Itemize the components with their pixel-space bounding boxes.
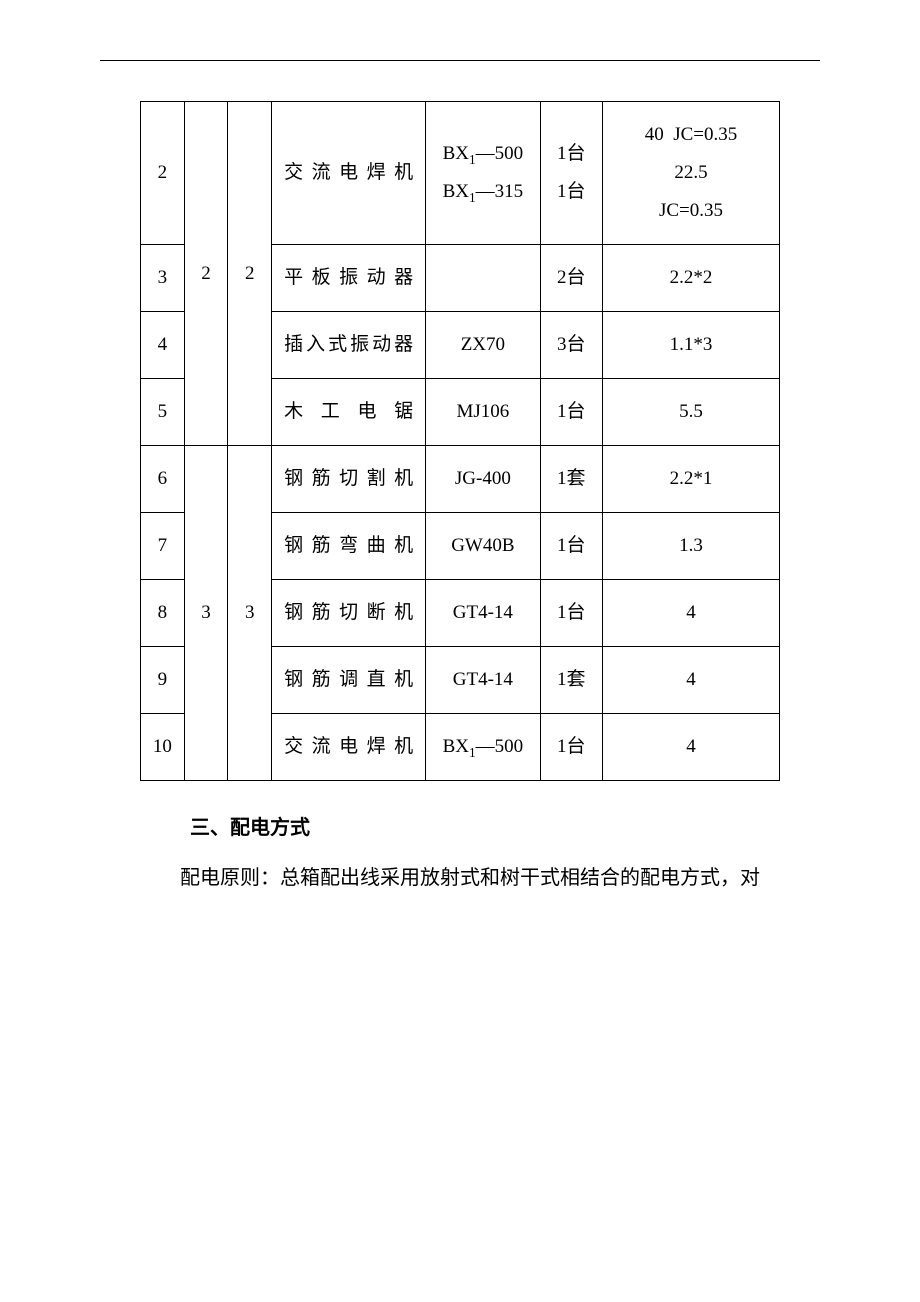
equipment-name: 交流电焊机: [272, 714, 426, 781]
equipment-name: 钢筋调直机: [272, 647, 426, 714]
group-col-2: 2: [228, 102, 272, 446]
section-heading: 三、配电方式: [190, 811, 820, 840]
group-col-2: 3: [228, 446, 272, 781]
equipment-model: GW40B: [426, 513, 540, 580]
header-rule: [100, 60, 820, 61]
equipment-qty: 1台: [540, 379, 602, 446]
equipment-power: 4: [603, 714, 780, 781]
row-index: 3: [141, 245, 185, 312]
row-index: 10: [141, 714, 185, 781]
equipment-model: BX1—500: [426, 714, 540, 781]
row-index: 6: [141, 446, 185, 513]
row-index: 5: [141, 379, 185, 446]
equipment-model: JG-400: [426, 446, 540, 513]
document-page: 222交流电焊机BX1—500BX1—3151台1台40 JC=0.3522.5…: [0, 0, 920, 958]
equipment-name: 插入式振动器: [272, 312, 426, 379]
equipment-name: 钢筋弯曲机: [272, 513, 426, 580]
row-index: 2: [141, 102, 185, 245]
equipment-power: 1.3: [603, 513, 780, 580]
table-row: 222交流电焊机BX1—500BX1—3151台1台40 JC=0.3522.5…: [141, 102, 780, 245]
equipment-name: 木工电锯: [272, 379, 426, 446]
equipment-model: BX1—500BX1—315: [426, 102, 540, 245]
equipment-table-body: 222交流电焊机BX1—500BX1—3151台1台40 JC=0.3522.5…: [141, 102, 780, 781]
equipment-name: 钢筋切割机: [272, 446, 426, 513]
equipment-qty: 1台1台: [540, 102, 602, 245]
equipment-qty: 1套: [540, 647, 602, 714]
equipment-model: ZX70: [426, 312, 540, 379]
equipment-qty: 3台: [540, 312, 602, 379]
equipment-power: 4: [603, 647, 780, 714]
equipment-model: MJ106: [426, 379, 540, 446]
equipment-power: 5.5: [603, 379, 780, 446]
equipment-power: 1.1*3: [603, 312, 780, 379]
equipment-qty: 1套: [540, 446, 602, 513]
group-col-1: 3: [184, 446, 228, 781]
equipment-name: 交流电焊机: [272, 102, 426, 245]
table-row: 633钢筋切割机JG-4001套2.2*1: [141, 446, 780, 513]
equipment-power: 2.2*1: [603, 446, 780, 513]
equipment-model: [426, 245, 540, 312]
equipment-power: 40 JC=0.3522.5JC=0.35: [603, 102, 780, 245]
equipment-power: 4: [603, 580, 780, 647]
equipment-name: 平板振动器: [272, 245, 426, 312]
equipment-table: 222交流电焊机BX1—500BX1—3151台1台40 JC=0.3522.5…: [140, 101, 780, 781]
row-index: 4: [141, 312, 185, 379]
row-index: 9: [141, 647, 185, 714]
equipment-qty: 1台: [540, 513, 602, 580]
equipment-name: 钢筋切断机: [272, 580, 426, 647]
equipment-model: GT4-14: [426, 647, 540, 714]
row-index: 8: [141, 580, 185, 647]
body-paragraph: 配电原则：总箱配出线采用放射式和树干式相结合的配电方式，对: [140, 858, 780, 898]
equipment-qty: 2台: [540, 245, 602, 312]
group-col-1: 2: [184, 102, 228, 446]
equipment-power: 2.2*2: [603, 245, 780, 312]
equipment-qty: 1台: [540, 714, 602, 781]
row-index: 7: [141, 513, 185, 580]
equipment-qty: 1台: [540, 580, 602, 647]
equipment-model: GT4-14: [426, 580, 540, 647]
